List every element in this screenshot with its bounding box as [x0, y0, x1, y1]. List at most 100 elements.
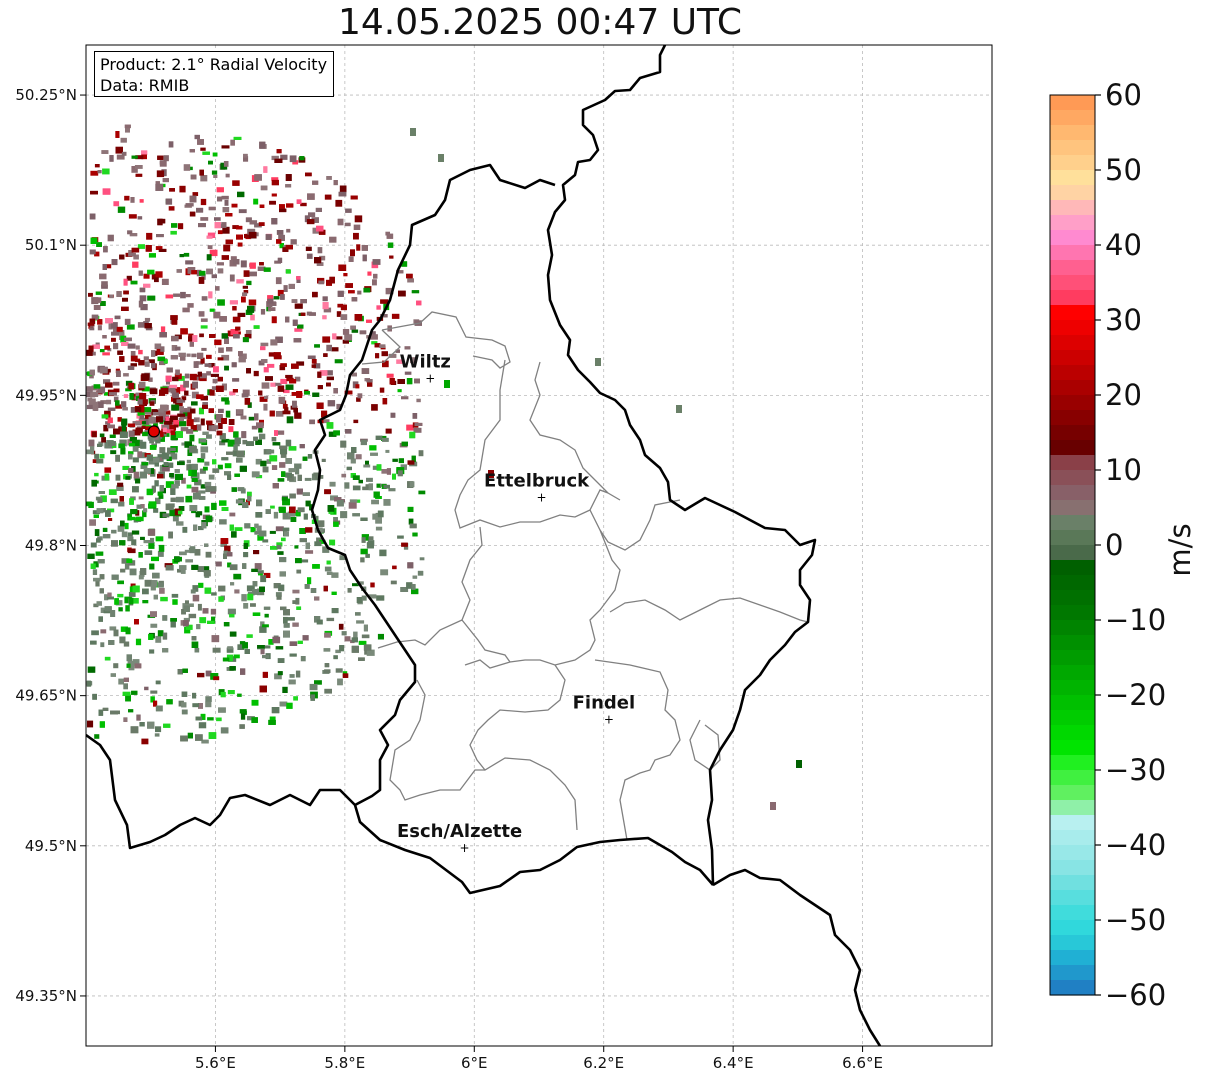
- city-marker: +: [604, 713, 614, 727]
- lat-tick-label: 50.1°N: [25, 236, 77, 254]
- colorbar-segment: [1050, 530, 1095, 546]
- lat-tick-label: 49.5°N: [25, 837, 77, 855]
- colorbar-segment: [1050, 290, 1095, 306]
- colorbar-segment: [1050, 185, 1095, 201]
- colorbar-tick-label: 0: [1105, 528, 1123, 562]
- axis-ticks: 5.6°E 5.8°E 6°E 6.2°E 6.4°E 6.6°E 50.25°N 50.1°…: [15, 86, 883, 1072]
- colorbar-segment: [1050, 245, 1095, 261]
- lon-tick-label: 6.4°E: [713, 1054, 754, 1072]
- colorbar-segment: [1050, 395, 1095, 411]
- product-info-box: Product: 2.1° Radial Velocity Data: RMIB: [94, 51, 334, 97]
- city-marker: +: [425, 371, 435, 385]
- colorbar-segment: [1050, 965, 1095, 981]
- colorbar-segment: [1050, 200, 1095, 216]
- colorbar-segment: [1050, 815, 1095, 831]
- colorbar-segment: [1050, 665, 1095, 681]
- colorbar-tick-label: −30: [1105, 753, 1166, 787]
- colorbar-segment: [1050, 590, 1095, 606]
- colorbar-segment: [1050, 620, 1095, 636]
- colorbar-segment: [1050, 650, 1095, 666]
- colorbar-tick-label: 10: [1105, 453, 1142, 487]
- colorbar-segment: [1050, 440, 1095, 456]
- colorbar-tick-label: 20: [1105, 378, 1142, 412]
- colorbar-segment: [1050, 890, 1095, 906]
- colorbar-segment: [1050, 170, 1095, 186]
- colorbar-segment: [1050, 845, 1095, 861]
- colorbar-segment: [1050, 410, 1095, 426]
- colorbar-segment: [1050, 785, 1095, 801]
- colorbar-segment: [1050, 365, 1095, 381]
- colorbar-segment: [1050, 545, 1095, 561]
- colorbar-segment: [1050, 140, 1095, 156]
- colorbar-segment: [1050, 575, 1095, 591]
- city-markers: +Wiltz+Ettelbruck+Findel+Esch/Alzette: [397, 351, 635, 854]
- colorbar-tick-label: −60: [1105, 978, 1166, 1012]
- colorbar-segment: [1050, 425, 1095, 441]
- colorbar-segment: [1050, 485, 1095, 501]
- city-label: Findel: [573, 693, 636, 714]
- lat-tick-label: 49.35°N: [15, 987, 77, 1005]
- colorbar-segment: [1050, 320, 1095, 336]
- colorbar-segment: [1050, 755, 1095, 771]
- colorbar-label: m/s: [1163, 523, 1197, 576]
- colorbar-segment: [1050, 770, 1095, 786]
- lat-tick-label: 49.8°N: [25, 537, 77, 555]
- city-label: Ettelbruck: [484, 470, 590, 491]
- colorbar-segment: [1050, 950, 1095, 966]
- colorbar-tick-label: −40: [1105, 828, 1166, 862]
- colorbar-segment: [1050, 380, 1095, 396]
- colorbar-segment: [1050, 275, 1095, 291]
- colorbar-segment: [1050, 905, 1095, 921]
- lon-tick-label: 5.6°E: [195, 1054, 236, 1072]
- colorbar-segment: [1050, 830, 1095, 846]
- colorbar-segment: [1050, 350, 1095, 366]
- colorbar-segment: [1050, 635, 1095, 651]
- colorbar-segment: [1050, 740, 1095, 756]
- colorbar-segment: [1050, 95, 1095, 111]
- lon-tick-label: 6.6°E: [842, 1054, 883, 1072]
- lon-tick-label: 5.8°E: [324, 1054, 365, 1072]
- city-label: Esch/Alzette: [397, 821, 522, 842]
- colorbar-segment: [1050, 560, 1095, 576]
- colorbar-segment: [1050, 680, 1095, 696]
- colorbar-segment: [1050, 215, 1095, 231]
- colorbar-segment: [1050, 605, 1095, 621]
- map-title: 14.05.2025 00:47 UTC: [337, 2, 743, 43]
- lon-tick-label: 6°E: [461, 1054, 488, 1072]
- colorbar-segment: [1050, 725, 1095, 741]
- city-marker: +: [460, 841, 470, 855]
- colorbar-segment: [1050, 455, 1095, 471]
- lon-tick-label: 6.2°E: [583, 1054, 624, 1072]
- colorbar-segment: [1050, 260, 1095, 276]
- colorbar-tick-label: −10: [1105, 603, 1166, 637]
- lat-tick-label: 49.65°N: [15, 687, 77, 705]
- colorbar-segment: [1050, 860, 1095, 876]
- colorbar-segment: [1050, 695, 1095, 711]
- colorbar-tick-label: −20: [1105, 678, 1166, 712]
- colorbar-segment: [1050, 125, 1095, 141]
- colorbar-segment: [1050, 515, 1095, 531]
- colorbar-segment: [1050, 980, 1095, 996]
- colorbar-segment: [1050, 155, 1095, 171]
- lat-tick-label: 50.25°N: [15, 86, 77, 104]
- velocity-colorbar: 60 50 40 30 20 10 0 −10 −20 −30 −40 −50 −60 m/s: [1049, 80, 1197, 1012]
- product-label: Product: 2.1° Radial Velocity: [100, 55, 328, 74]
- radar-site-marker: [147, 425, 161, 438]
- data-source-label: Data: RMIB: [100, 76, 190, 95]
- colorbar-segment: [1050, 935, 1095, 951]
- colorbar-tick-label: 50: [1105, 153, 1142, 187]
- lat-tick-label: 49.95°N: [15, 386, 77, 404]
- colorbar-segment: [1050, 800, 1095, 816]
- colorbar-segment: [1050, 230, 1095, 246]
- country-borders: [86, 45, 882, 1046]
- radar-map: 5.6°E 5.8°E 6°E 6.2°E 6.4°E 6.6°E 50.25°N 50.1°…: [15, 44, 993, 1072]
- colorbar-segment: [1050, 305, 1095, 321]
- colorbar-segment: [1050, 470, 1095, 486]
- radar-velocity-pixels: [86, 124, 802, 810]
- colorbar-segment: [1050, 110, 1095, 126]
- colorbar-segment: [1050, 710, 1095, 726]
- colorbar-tick-label: 30: [1105, 303, 1142, 337]
- colorbar-segment: [1050, 335, 1095, 351]
- lux-admin-boundaries: [361, 311, 809, 841]
- colorbar-segment: [1050, 500, 1095, 516]
